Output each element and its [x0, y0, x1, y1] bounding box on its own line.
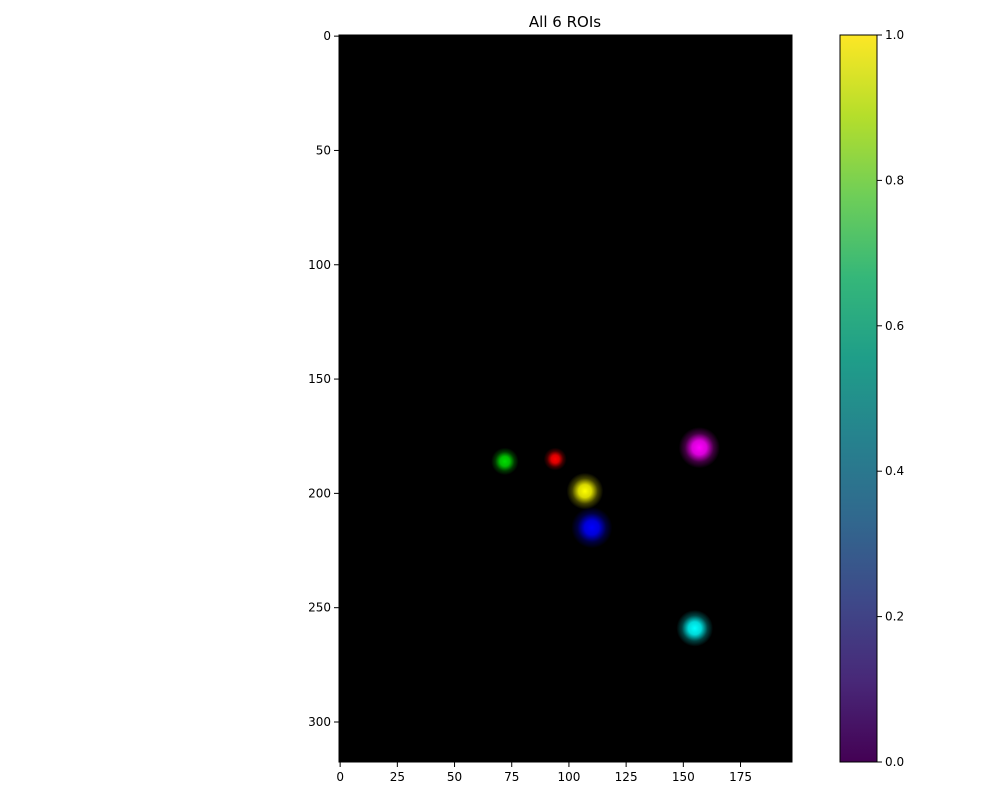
image-frame [338, 34, 793, 763]
image-area [338, 34, 793, 763]
roi-blob-6 [676, 609, 714, 647]
colorbar-tick-label: 1.0 [885, 28, 904, 42]
x-tick-label: 150 [672, 770, 695, 784]
colorbar-tick-label: 0.8 [885, 173, 904, 187]
y-tick-label: 300 [308, 715, 331, 729]
x-tick-label: 175 [729, 770, 752, 784]
colorbar-tick-label: 0.4 [885, 464, 904, 478]
y-tick-label: 250 [308, 601, 331, 615]
x-tick-label: 100 [557, 770, 580, 784]
colorbar-tick-label: 0.0 [885, 755, 904, 769]
x-tick-label: 125 [615, 770, 638, 784]
colorbar-gradient [839, 34, 878, 763]
y-tick-label: 0 [323, 29, 331, 43]
colorbar: 0.0 0.2 0.4 0.6 0.8 1.0 [839, 28, 904, 769]
roi-blob-4 [566, 472, 604, 510]
y-axis: 0 50 100 150 200 250 300 [308, 29, 339, 729]
x-tick-label: 75 [504, 770, 519, 784]
y-tick-label: 200 [308, 486, 331, 500]
x-tick-label: 50 [447, 770, 462, 784]
y-tick-label: 100 [308, 258, 331, 272]
image-background [339, 35, 792, 762]
x-tick-label: 25 [390, 770, 405, 784]
y-tick-label: 150 [308, 372, 331, 386]
roi-blob-1 [543, 447, 567, 471]
y-tick-label: 50 [316, 143, 331, 157]
colorbar-tick-label: 0.6 [885, 319, 904, 333]
chart-title: All 6 ROIs [529, 13, 601, 31]
x-axis: 0 25 50 75 100 125 150 175 [336, 762, 752, 784]
x-tick-label: 0 [336, 770, 344, 784]
roi-blob-2 [491, 447, 519, 476]
roi-blob-5 [678, 427, 720, 469]
roi-blob-3 [571, 507, 613, 549]
colorbar-tick-label: 0.2 [885, 610, 904, 624]
